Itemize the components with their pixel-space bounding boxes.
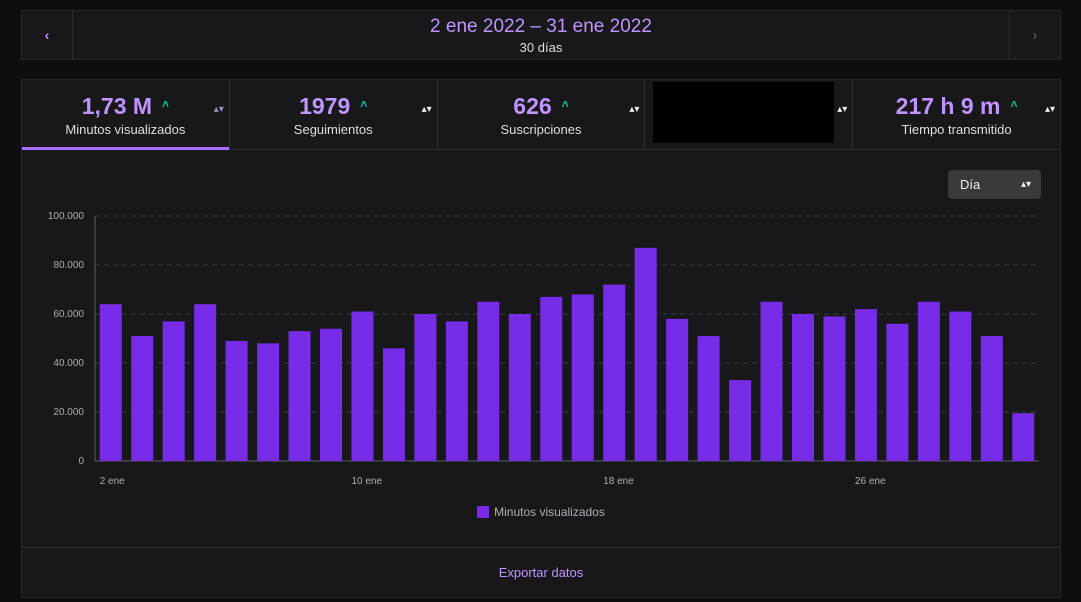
granularity-value: Día xyxy=(960,177,981,192)
chart-bar[interactable] xyxy=(917,301,940,461)
x-tick-label: 26 ene xyxy=(855,476,886,487)
stat-label: Minutos visualizados xyxy=(65,121,186,137)
chart-bar[interactable] xyxy=(477,301,500,461)
chart-bar[interactable] xyxy=(603,284,626,461)
stat-tab-redacted[interactable]: ▴▾ xyxy=(645,80,854,149)
chart-bar[interactable] xyxy=(99,304,122,461)
minutes-watched-chart: 0 20.000 40.000 60.000 80.000 100.000 2 ene 10… xyxy=(48,211,1039,487)
date-range: 2 ene 2022 – 31 ene 2022 30 días xyxy=(73,11,1009,59)
analytics-panel: 1,73 M ˄ Minutos visualizados ▴▾ 1979 ˄ … xyxy=(21,79,1061,598)
chart-bar[interactable] xyxy=(949,311,972,461)
stat-tab-time-streamed[interactable]: 217 h 9 m ˄ Tiempo transmitido ▴▾ xyxy=(853,80,1060,149)
chart-bar[interactable] xyxy=(288,331,311,461)
stat-label: Seguimientos xyxy=(293,121,373,137)
sort-icon: ▴▾ xyxy=(421,104,432,115)
select-chevron-icon: ▴▾ xyxy=(1021,179,1032,190)
chart-bar[interactable] xyxy=(382,348,405,461)
date-range-label: 2 ene 2022 – 31 ene 2022 xyxy=(430,15,652,37)
x-tick-label: 10 ene xyxy=(351,476,382,487)
chart-bar[interactable] xyxy=(634,247,657,461)
sort-icon: ▴▾ xyxy=(837,104,848,115)
trend-up-icon: ˄ xyxy=(1010,96,1018,111)
chevron-right-icon: › xyxy=(1032,27,1038,43)
chart-bar[interactable] xyxy=(760,301,783,461)
chart-bar[interactable] xyxy=(225,340,248,461)
stat-label: Suscripciones xyxy=(500,121,582,137)
legend-swatch xyxy=(477,506,490,518)
sort-icon: ▴▾ xyxy=(629,104,640,115)
chart-bar[interactable] xyxy=(257,343,280,461)
export-data-link[interactable]: Exportar datos xyxy=(498,565,584,580)
trend-up-icon: ˄ xyxy=(561,96,569,111)
sort-icon: ▴▾ xyxy=(1044,104,1056,115)
y-tick-label: 60.000 xyxy=(53,309,84,320)
y-tick-label: 0 xyxy=(78,456,84,467)
chart-bar[interactable] xyxy=(571,294,594,461)
chart-bar[interactable] xyxy=(445,321,468,461)
chart-bar[interactable] xyxy=(508,314,531,461)
y-tick-label: 20.000 xyxy=(53,407,84,418)
stat-value: 626 xyxy=(513,92,552,119)
redacted-block xyxy=(653,82,835,143)
chart-bar[interactable] xyxy=(1012,413,1035,461)
chart-bar[interactable] xyxy=(351,311,374,461)
chevron-left-icon: ‹ xyxy=(44,27,50,43)
next-period-button[interactable]: › xyxy=(1009,11,1060,59)
date-range-days: 30 días xyxy=(519,39,563,55)
stat-label: Tiempo transmitido xyxy=(901,121,1012,137)
chart-bar[interactable] xyxy=(697,336,720,461)
stat-tab-follows[interactable]: 1979 ˄ Seguimientos ▴▾ xyxy=(230,80,438,149)
chart-bar[interactable] xyxy=(194,304,217,461)
chart-bar[interactable] xyxy=(854,309,877,461)
chart-bar[interactable] xyxy=(540,296,563,461)
export-footer: Exportar datos xyxy=(22,547,1060,597)
x-tick-label: 18 ene xyxy=(603,476,634,487)
chart-bar[interactable] xyxy=(823,316,846,461)
previous-period-button[interactable]: ‹ xyxy=(22,11,73,59)
chart-bar[interactable] xyxy=(792,314,814,461)
granularity-select[interactable]: Día ▴▾ xyxy=(948,170,1041,199)
stat-tab-subscriptions[interactable]: 626 ˄ Suscripciones ▴▾ xyxy=(438,80,646,149)
chart-bar[interactable] xyxy=(414,314,437,461)
chart-bar[interactable] xyxy=(729,380,752,461)
y-tick-label: 100.000 xyxy=(48,211,85,222)
legend-label: Minutos visualizados xyxy=(494,505,605,519)
stat-value: 217 h 9 m xyxy=(895,92,1001,119)
trend-up-icon: ˄ xyxy=(162,96,170,111)
chart-bar[interactable] xyxy=(131,336,154,461)
sort-icon: ▴▾ xyxy=(213,104,224,115)
chart-bar[interactable] xyxy=(162,321,185,461)
stat-tab-minutes-watched[interactable]: 1,73 M ˄ Minutos visualizados ▴▾ xyxy=(22,80,230,150)
chart-legend: Minutos visualizados xyxy=(22,505,1060,519)
stat-value: 1,73 M xyxy=(81,92,153,119)
y-tick-label: 40.000 xyxy=(53,358,84,369)
date-navigator: ‹ 2 ene 2022 – 31 ene 2022 30 días › xyxy=(21,10,1061,60)
y-tick-label: 80.000 xyxy=(53,260,84,271)
trend-up-icon: ˄ xyxy=(360,96,368,111)
stat-value: 1979 xyxy=(299,92,351,119)
chart-bar[interactable] xyxy=(980,336,1003,461)
chart-bar[interactable] xyxy=(886,323,909,461)
chart-bar[interactable] xyxy=(666,318,689,461)
chart-bar[interactable] xyxy=(320,328,342,461)
x-tick-label: 2 ene xyxy=(100,476,125,487)
stat-tabs: 1,73 M ˄ Minutos visualizados ▴▾ 1979 ˄ … xyxy=(22,80,1060,150)
